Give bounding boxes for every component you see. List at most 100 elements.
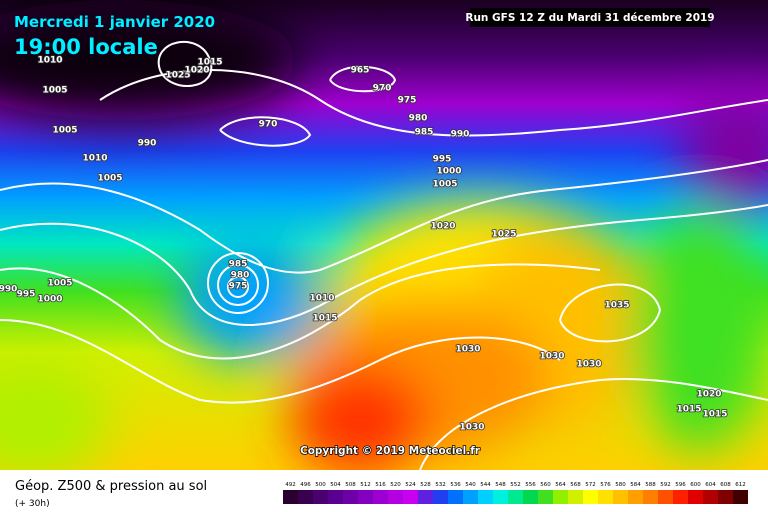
scale-label: 528: [420, 482, 431, 488]
scale-label: 548: [495, 482, 506, 488]
isobar-label: 975: [398, 96, 417, 106]
scale-swatch: [613, 490, 628, 504]
scale-swatch: [358, 490, 373, 504]
isobar-label: 1020: [184, 66, 209, 76]
scale-swatch: [433, 490, 448, 504]
isobar-label: 980: [409, 114, 428, 124]
forecast-time: 19:00 locale: [14, 35, 158, 59]
scale-swatch: [283, 490, 298, 504]
isobar-label: 970: [373, 84, 392, 94]
scale-swatch: [463, 490, 478, 504]
geopotential-field: [0, 0, 768, 480]
scale-swatch: [703, 490, 718, 504]
scale-swatch: [553, 490, 568, 504]
isobar-label: 1015: [676, 405, 701, 415]
isobar-label: 1025: [165, 71, 190, 81]
copyright: Copyright © 2019 Meteociel.fr: [300, 445, 481, 457]
scale-swatch: [328, 490, 343, 504]
scale-label: 540: [465, 482, 476, 488]
isobar-label: 1015: [702, 410, 727, 420]
isobar-label: 1010: [309, 294, 334, 304]
scale-label: 592: [660, 482, 671, 488]
scale-label: 552: [510, 482, 521, 488]
scale-label: 512: [360, 482, 371, 488]
scale-swatch: [658, 490, 673, 504]
isobar-label: 1030: [539, 352, 564, 362]
isobar-label: 990: [138, 139, 157, 149]
scale-label: 564: [555, 482, 566, 488]
scale-label: 572: [585, 482, 596, 488]
scale-label: 580: [615, 482, 626, 488]
scale-label: 532: [435, 482, 446, 488]
isobar-label: 1030: [576, 360, 601, 370]
isobar-label: 1025: [491, 230, 516, 240]
isobar-label: 1005: [52, 126, 77, 136]
isobar-label: 1005: [47, 279, 72, 289]
scale-label: 596: [675, 482, 686, 488]
scale-label: 560: [540, 482, 551, 488]
isobar-label: 965: [351, 66, 370, 76]
isobar-labels: 1010100510051010100510251020101599096597…: [0, 55, 728, 434]
scale-swatch: [568, 490, 583, 504]
scale-swatch: [598, 490, 613, 504]
isobar-label: 995: [17, 290, 36, 300]
color-scale: 492 496 500 504 508 512 516 520 524 528 532 536 540 5…: [283, 482, 748, 504]
isobar-label: 1005: [97, 174, 122, 184]
scale-label: 556: [525, 482, 536, 488]
scale-swatch: [343, 490, 358, 504]
isobar-label: 975: [229, 282, 248, 292]
footer-title: Géop. Z500 & pression au sol: [15, 479, 207, 494]
isobars: [0, 41, 768, 471]
isobar-label: 985: [415, 128, 434, 138]
scale-swatch: [478, 490, 493, 504]
scale-swatch: [523, 490, 538, 504]
scale-label: 504: [330, 482, 341, 488]
scale-swatch: [418, 490, 433, 504]
scale-swatch: [583, 490, 598, 504]
isobar-label: 990: [0, 285, 17, 295]
isobar-label: 1000: [37, 295, 62, 305]
scale-label: 500: [315, 482, 326, 488]
isobar-label: 1010: [82, 154, 107, 164]
isobar-label: 990: [451, 130, 470, 140]
scale-swatch: [313, 490, 328, 504]
scale-label: 584: [630, 482, 641, 488]
isobar-label: 1020: [696, 390, 721, 400]
scale-label: 508: [345, 482, 356, 488]
scale-swatch: [388, 490, 403, 504]
scale-label: 536: [450, 482, 461, 488]
isobar-label: 1035: [604, 301, 629, 311]
scale-label: 576: [600, 482, 611, 488]
isobar-label: 1010: [37, 56, 62, 66]
scale-label: 520: [390, 482, 401, 488]
scale-label: 612: [735, 482, 746, 488]
scale-label: 524: [405, 482, 416, 488]
forecast-date: Mercredi 1 janvier 2020: [14, 13, 215, 31]
isobar-label: 985: [229, 260, 248, 270]
scale-label: 588: [645, 482, 656, 488]
scale-swatch: [508, 490, 523, 504]
isobar-label: 995: [433, 155, 452, 165]
scale-swatch: [403, 490, 418, 504]
scale-swatch: [733, 490, 748, 504]
scale-swatch: [373, 490, 388, 504]
scale-swatch: [688, 490, 703, 504]
isobar-label: 1015: [197, 58, 222, 68]
scale-label: 516: [375, 482, 386, 488]
run-info: Run GFS 12 Z du Mardi 31 décembre 2019: [465, 12, 714, 24]
scale-label: 492: [285, 482, 296, 488]
isobar-label: 1020: [430, 222, 455, 232]
scale-swatch: [643, 490, 658, 504]
run-box: [470, 8, 710, 27]
scale-swatch: [298, 490, 313, 504]
isobar-label: 1015: [312, 314, 337, 324]
scale-label: 600: [690, 482, 701, 488]
scale-swatch: [628, 490, 643, 504]
isobar-label: 980: [231, 271, 250, 281]
isobar-label: 1030: [459, 423, 484, 433]
scale-swatch: [448, 490, 463, 504]
isobar-label: 1030: [455, 345, 480, 355]
isobar-label: 1005: [432, 180, 457, 190]
